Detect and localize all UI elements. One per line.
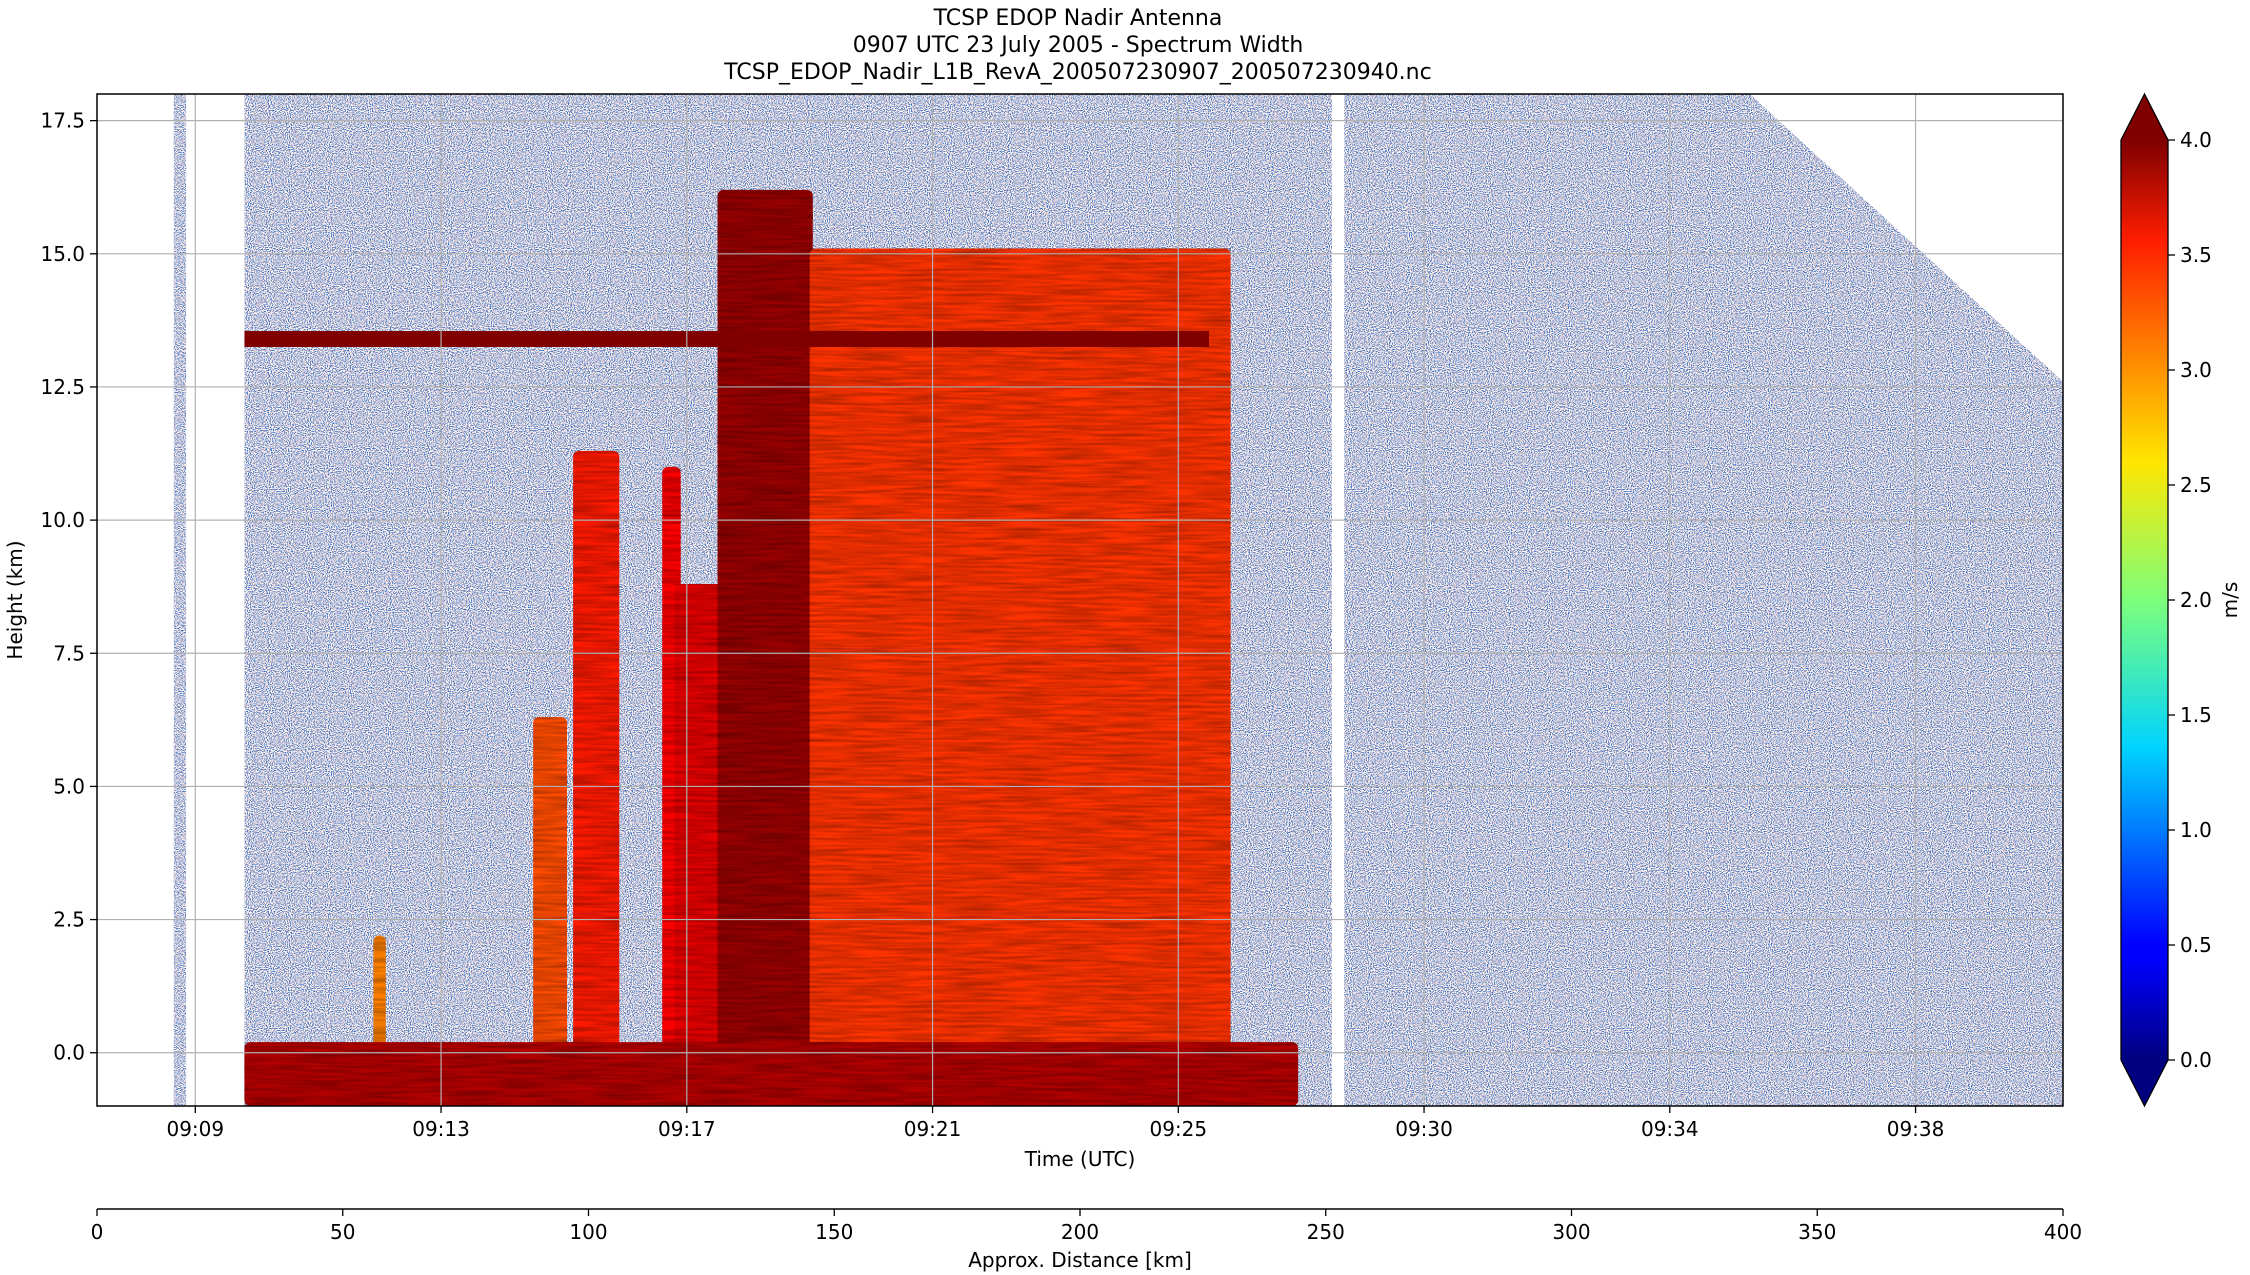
colorbar-extend-max [2121,94,2168,140]
distance-tick-label: 150 [815,1220,853,1244]
colorbar-tick-label: 1.5 [2180,703,2212,727]
x-axis-label: Time (UTC) [1024,1147,1136,1171]
y-axis-label: Height (km) [3,540,27,659]
y-axis-ticks: 0.0 2.5 5.0 7.5 10.0 12.5 15.0 17.5 [40,109,97,1065]
colorbar-tick-label: 0.0 [2180,1048,2212,1072]
y-tick-label: 12.5 [40,375,85,399]
x-tick-label: 09:21 [904,1117,962,1141]
colorbar-tick-label: 0.5 [2180,933,2212,957]
x-axis-ticks: 09:09 09:13 09:17 09:21 09:25 09:30 09:34 09:38 [166,1106,1944,1141]
y-tick-label: 2.5 [53,908,85,932]
y-tick-label: 5.0 [53,774,85,798]
echo-anvil-stratiform-5 [809,248,1231,1106]
x-tick-label: 09:38 [1887,1117,1945,1141]
distance-tick-label: 0 [91,1220,104,1244]
plot-area [97,94,2063,1106]
colorbar-tick-label: 3.5 [2180,243,2212,267]
echo-artifact-band-8 [244,331,1210,347]
colorbar-tick-label: 2.0 [2180,588,2212,612]
x-tick-label: 09:30 [1395,1117,1453,1141]
data-gap-0 [97,94,174,1106]
colorbar-gradient [2121,140,2168,1060]
colorbar-tick-label: 3.0 [2180,358,2212,382]
x-tick-label: 09:25 [1149,1117,1207,1141]
distance-axis-label: Approx. Distance [km] [968,1248,1192,1272]
colorbar-extend-min [2121,1060,2168,1106]
echo-convective-cell-1 [533,717,567,1106]
distance-tick-label: 100 [569,1220,607,1244]
colorbar-tick-label: 1.0 [2180,818,2212,842]
y-tick-label: 0.0 [53,1041,85,1065]
chart-title-line-1: TCSP EDOP Nadir Antenna [933,6,1223,31]
distance-tick-label: 300 [1552,1220,1590,1244]
x-tick-label: 09:09 [166,1117,224,1141]
grid-lines [97,94,2063,1106]
chart-title-line-2: 0907 UTC 23 July 2005 - Spectrum Width [853,33,1304,58]
distance-axis: 0 50 100 150 200 250 300 350 400 [91,1208,2082,1244]
colorbar-label: m/s [2218,582,2242,619]
chart-title: TCSP EDOP Nadir Antenna 0907 UTC 23 July… [723,6,1431,85]
chart-title-line-3: TCSP_EDOP_Nadir_L1B_RevA_200507230907_20… [723,60,1431,85]
no-coverage-region [1749,94,2063,382]
colorbar-tick-label: 2.5 [2180,473,2212,497]
echo-convective-core-4 [717,189,813,1106]
echo-convective-cell-3 [674,584,724,1106]
y-tick-label: 15.0 [40,242,85,266]
echo-surface-return-7 [244,1042,1299,1106]
plot-frame [96,93,2064,1107]
x-tick-label: 09:34 [1641,1117,1699,1141]
distance-tick-label: 350 [1798,1220,1836,1244]
x-tick-label: 09:13 [412,1117,470,1141]
y-tick-label: 7.5 [53,641,85,665]
colorbar: 0.0 0.5 1.0 1.5 2.0 2.5 3.0 3.5 4.0 [2120,92,2212,1108]
distance-tick-label: 200 [1061,1220,1099,1244]
distance-tick-label: 400 [2044,1220,2082,1244]
data-gap-2 [1331,94,1345,1106]
colorbar-tick-label: 4.0 [2180,128,2212,152]
y-tick-label: 17.5 [40,109,85,133]
distance-tick-label: 250 [1307,1220,1345,1244]
x-tick-label: 09:17 [658,1117,716,1141]
echo-convective-cell-0 [573,450,620,1106]
distance-tick-label: 50 [330,1220,355,1244]
y-tick-label: 10.0 [40,508,85,532]
